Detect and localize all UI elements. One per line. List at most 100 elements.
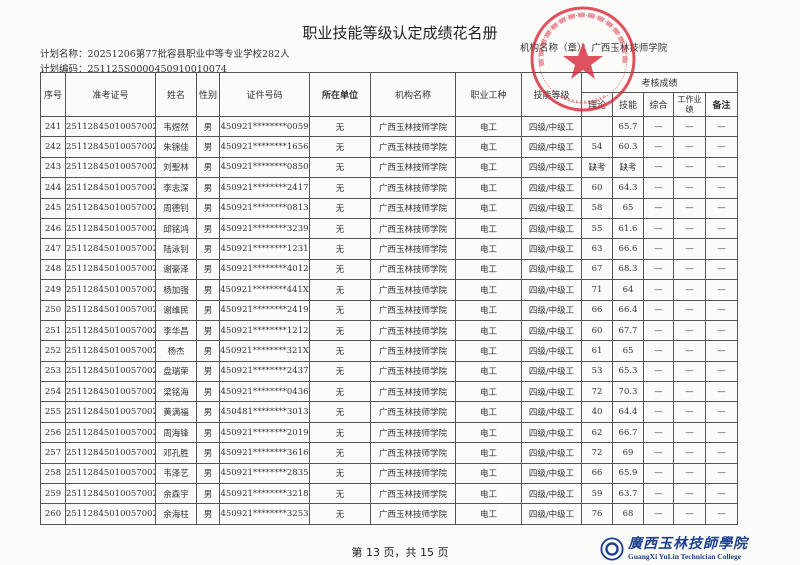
table-row: 2542511284501005700254梁铭海男450921********… (40, 381, 739, 403)
cell-remark: — (704, 483, 739, 505)
table-row: 2592511284501005700259余森宇男450921********… (40, 483, 739, 505)
cell-level: 四级/中级工 (521, 177, 582, 199)
table-row: 2442511284501005700244李志深男450921********… (40, 177, 739, 199)
cell-work: — (673, 217, 706, 240)
cell-gender: 男 (196, 197, 220, 219)
cell-work: — (673, 462, 706, 485)
cell-org: 广西玉林技师学院 (370, 503, 456, 525)
cell-occupation: 电工 (455, 483, 522, 505)
header-remark: 备注 (704, 92, 739, 117)
cell-unit: 无 (309, 279, 371, 301)
cell-id-number: 450921********3616 (219, 442, 310, 464)
cell-name: 谢豪泽 (155, 258, 197, 281)
cell-remark: — (704, 319, 739, 342)
cell-seq: 258 (40, 462, 66, 485)
header-id-number: 证件号码 (219, 72, 310, 117)
cell-remark: — (704, 421, 739, 444)
cell-overall: — (643, 360, 674, 383)
cell-overall: — (643, 381, 674, 403)
cell-seq: 250 (40, 299, 66, 321)
header-seq: 序号 (40, 72, 66, 117)
header-overall: 综合 (643, 92, 674, 117)
cell-name: 李华昌 (155, 319, 197, 342)
cell-level: 四级/中级工 (521, 503, 582, 525)
cell-org: 广西玉林技师学院 (370, 381, 456, 403)
cell-unit: 无 (309, 299, 371, 321)
cell-org: 广西玉林技师学院 (370, 462, 456, 485)
cell-org: 广西玉林技师学院 (370, 115, 456, 138)
cell-overall: — (643, 197, 674, 219)
table-row: 2432511284501005700243刘聖林男450921********… (40, 156, 739, 179)
cell-skill: 缺考 (612, 156, 644, 179)
cell-theory: 72 (581, 381, 613, 403)
cell-work: — (673, 136, 706, 158)
cell-unit: 无 (309, 319, 371, 342)
cell-seq: 248 (40, 258, 66, 281)
table-row: 2532511284501005700253盘瑞荣男450921********… (40, 360, 739, 383)
cell-unit: 无 (309, 136, 371, 158)
cell-occupation: 电工 (455, 462, 522, 485)
cell-id-number: 450921********321X (219, 340, 310, 362)
cell-overall: — (643, 238, 674, 260)
cell-occupation: 电工 (455, 319, 522, 342)
cell-remark: — (704, 503, 739, 525)
cell-skill: 65.9 (612, 462, 644, 485)
cell-work: — (673, 340, 706, 362)
cell-work: — (673, 197, 706, 219)
cell-theory: 66 (581, 299, 613, 321)
cell-level: 四级/中级工 (521, 340, 582, 362)
cell-level: 四级/中级工 (521, 319, 582, 342)
cell-level: 四级/中级工 (521, 381, 582, 403)
cell-gender: 男 (196, 483, 220, 505)
cell-skill: 68.3 (612, 258, 644, 281)
cell-seq: 254 (40, 381, 66, 403)
cell-exam-id: 2511284501005700258 (65, 462, 156, 485)
cell-id-number: 450921********0436 (219, 381, 310, 403)
cell-name: 李志深 (155, 177, 197, 199)
cell-exam-id: 2511284501005700257 (65, 442, 156, 464)
cell-org: 广西玉林技师学院 (370, 401, 456, 423)
cell-theory: 40 (581, 401, 613, 423)
cell-exam-id: 2511284501005700245 (65, 197, 156, 219)
cell-overall: — (643, 115, 674, 138)
cell-id-number: 450921********2019 (219, 421, 310, 444)
header-scores: 考核成绩 (580, 72, 739, 93)
cell-unit: 无 (309, 503, 371, 525)
cell-level: 四级/中级工 (521, 483, 582, 505)
cell-gender: 男 (196, 381, 220, 403)
table-row: 2512511284501005700251李华昌男450921********… (40, 319, 739, 342)
cell-unit: 无 (309, 238, 371, 260)
cell-theory: 60 (581, 319, 613, 342)
cell-gender: 男 (196, 115, 220, 138)
cell-name: 邓孔胜 (155, 442, 197, 464)
cell-remark: — (704, 258, 739, 281)
cell-id-number: 450921********1656 (219, 136, 310, 158)
cell-work: — (673, 299, 706, 321)
cell-unit: 无 (309, 197, 371, 219)
cell-skill: 60.3 (612, 136, 644, 158)
cell-org: 广西玉林技师学院 (370, 483, 456, 505)
cell-unit: 无 (309, 360, 371, 383)
cell-exam-id: 2511284501005700255 (65, 401, 156, 423)
cell-overall: — (643, 421, 674, 444)
cell-theory: 55 (581, 217, 613, 240)
cell-seq: 245 (40, 197, 66, 219)
table-row: 2552511284501005700255黄满福男450481********… (40, 401, 739, 423)
cell-level: 四级/中级工 (521, 360, 582, 383)
cell-level: 四级/中级工 (521, 442, 582, 464)
cell-skill: 64.4 (612, 401, 644, 423)
cell-theory: 58 (581, 197, 613, 219)
cell-id-number: 450921********0850 (219, 156, 310, 179)
cell-id-number: 450921********0813 (219, 197, 310, 219)
cell-org: 广西玉林技师学院 (370, 136, 456, 158)
cell-overall: — (643, 442, 674, 464)
cell-gender: 男 (196, 401, 220, 423)
header-skill: 技能 (612, 92, 644, 117)
cell-remark: — (704, 381, 739, 403)
cell-name: 余森宇 (155, 483, 197, 505)
cell-exam-id: 2511284501005700241 (65, 115, 156, 138)
cell-gender: 男 (196, 217, 220, 240)
cell-skill: 66.7 (612, 421, 644, 444)
cell-theory: 缺考 (581, 156, 613, 179)
cell-work: — (673, 115, 706, 138)
